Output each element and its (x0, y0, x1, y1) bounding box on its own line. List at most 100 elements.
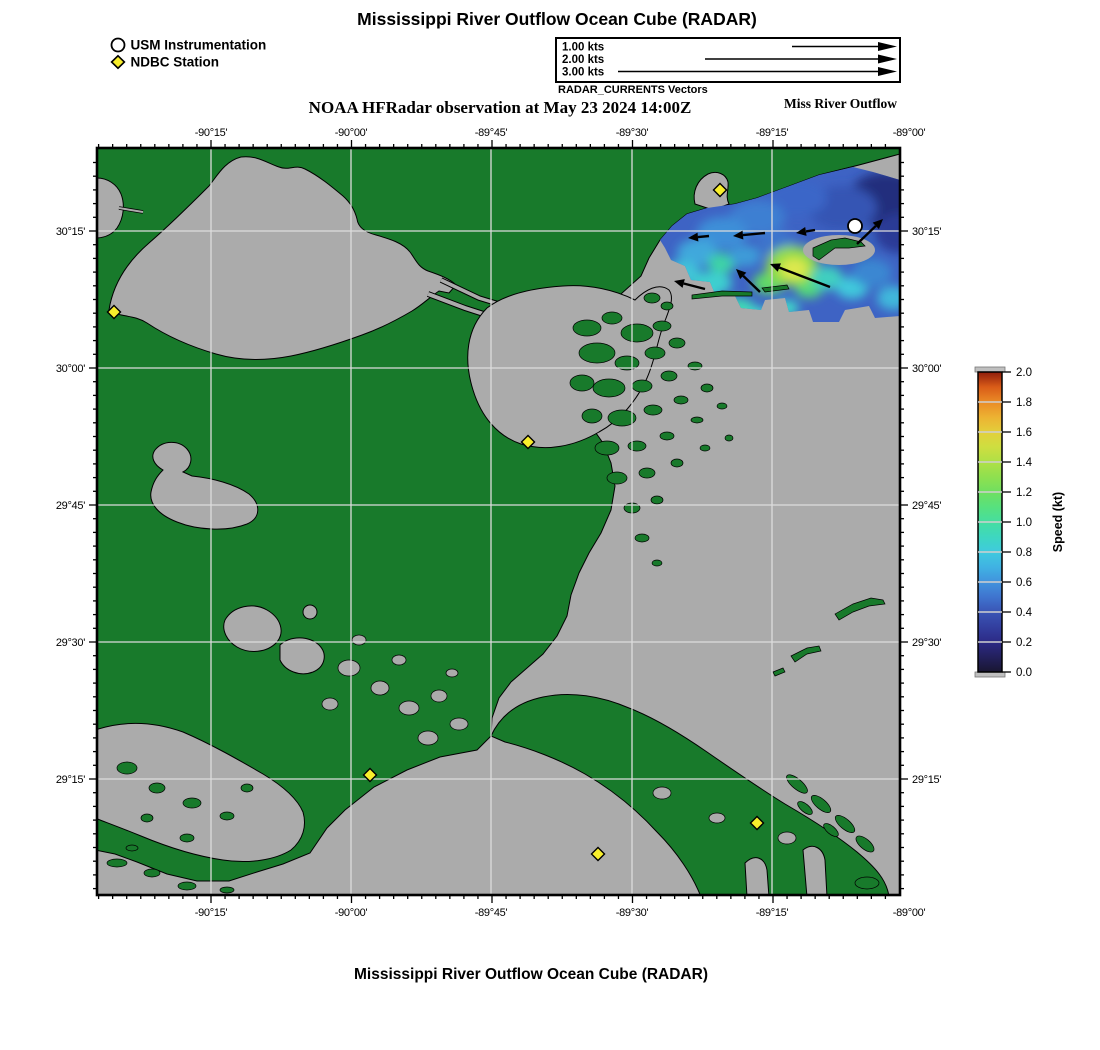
lat-label-left: 30°15' (56, 226, 85, 238)
ndbc-diamond-icon (110, 54, 126, 70)
page-title: Mississippi River Outflow Ocean Cube (RA… (357, 9, 757, 29)
delta-bay-notch (802, 845, 828, 895)
colorbar-tick-label: 0.0 (1016, 667, 1032, 679)
lat-label-left: 30°00' (56, 363, 85, 375)
axis-ticks (89, 140, 908, 903)
colorbar-tick-label: 2.0 (1016, 367, 1032, 379)
colorbar-tick-label: 0.8 (1016, 547, 1032, 559)
current-vector-head (688, 232, 699, 242)
vector-scale-caption: RADAR_CURRENTS Vectors (558, 84, 708, 96)
pond (302, 604, 318, 620)
bay-st-louis (693, 171, 730, 211)
lat-label-left: 29°30' (56, 637, 85, 649)
barataria-islands (116, 761, 254, 843)
delta-pond (708, 812, 726, 824)
lon-label-top: -89°15' (756, 127, 789, 139)
ndbc-station-marker (362, 767, 378, 783)
map: -90°15' -90°15' -90°00' -90°00' -89°45' -89°4… (56, 127, 942, 919)
delta-pond (777, 831, 797, 845)
legend-ndbc-label: NDBC Station (131, 55, 220, 70)
usm-station-marker (847, 218, 863, 234)
vector-scale-frame (555, 37, 901, 83)
current-vector-head (736, 269, 747, 280)
marsh-ponds (321, 634, 469, 746)
lat-label-right: 29°15' (912, 774, 941, 786)
lat-label-right: 30°00' (912, 363, 941, 375)
colorbar-tick-label: 1.2 (1016, 487, 1032, 499)
lon-label-top: -89°30' (616, 127, 649, 139)
lon-label-top: -90°00' (335, 127, 368, 139)
corner-note: Miss River Outflow (784, 96, 897, 111)
bottom-caption: Mississippi River Outflow Ocean Cube (RA… (354, 966, 708, 983)
current-vector-head (796, 226, 807, 236)
lat-label-left: 29°45' (56, 500, 85, 512)
lake-borgne (467, 285, 672, 449)
lon-label-bottom: -89°00' (893, 907, 926, 919)
ndbc-station-marker (712, 182, 728, 198)
barataria-bay (97, 723, 305, 863)
usm-circle-icon (110, 37, 126, 53)
legend: USM Instrumentation NDBC Station (110, 37, 267, 70)
current-vector-shaft (742, 275, 761, 293)
lon-label-top: -90°15' (195, 127, 228, 139)
colorbar-tick-label: 1.8 (1016, 397, 1032, 409)
colorbar-tick-label: 0.2 (1016, 637, 1032, 649)
current-vector-shaft (856, 225, 877, 245)
vector-scale-arrowhead (878, 42, 897, 51)
cat-island (812, 237, 866, 261)
vector-scale-label: 2.00 kts (562, 54, 604, 66)
lat-label-right: 29°30' (912, 637, 941, 649)
map-frame (95, 146, 902, 897)
axis-labels: -90°15' -90°15' -90°00' -90°00' -89°45' -89°4… (56, 127, 942, 919)
current-vector-head (872, 219, 883, 230)
current-vector-shaft (778, 266, 831, 289)
ndbc-station-marker (590, 846, 606, 862)
islands (106, 237, 890, 895)
vector-scale-label: 3.00 kts (562, 67, 604, 79)
vector-scale-label: 1.00 kts (562, 42, 604, 54)
legend-usm-label: USM Instrumentation (131, 38, 267, 53)
ndbc-station-marker (520, 434, 536, 450)
lat-label-right: 30°15' (912, 226, 941, 238)
current-vectors (674, 219, 883, 293)
current-vector-shaft (805, 228, 816, 233)
chandeleur-islands (772, 597, 886, 677)
corner-marsh-islands (106, 844, 235, 894)
vector-scale-arrowhead (878, 54, 897, 64)
lon-label-top: -89°45' (475, 127, 508, 139)
delta-bay-notch (744, 857, 770, 895)
bay-pocket (279, 637, 325, 675)
colorbar-tick-label: 1.0 (1016, 517, 1032, 529)
current-vector-shaft (683, 282, 706, 291)
current-vector-head (770, 263, 781, 272)
lon-label-bottom: -89°45' (475, 907, 508, 919)
pass-manchac-channel (118, 207, 144, 213)
lake-pontchartrain (108, 156, 457, 361)
observation-subtitle: NOAA HFRadar observation at May 23 2024 … (309, 98, 692, 117)
lon-label-bottom: -89°30' (616, 907, 649, 919)
station-markers (106, 182, 863, 862)
graticule (97, 148, 900, 895)
vector-scale-arrowhead (878, 67, 897, 76)
current-vector-head (733, 230, 744, 240)
lat-label-left: 29°15' (56, 774, 85, 786)
delta-pond (652, 786, 672, 800)
current-vector-shaft (742, 231, 766, 237)
lake-salvador (150, 441, 259, 530)
colorbar-tick-label: 1.4 (1016, 457, 1033, 469)
mississippi-delta-land (490, 693, 890, 895)
delta-fringe (786, 774, 880, 890)
colorbar-tick-label: 0.4 (1016, 607, 1033, 619)
map-layers (97, 148, 900, 895)
current-vector-shaft (697, 234, 710, 239)
colorbar: 0.0 0.2 0.4 0.6 0.8 1.0 1.2 1.4 1.6 1.8 2.0 Speed … (974, 366, 1065, 679)
colorbar-ticks: 0.0 0.2 0.4 0.6 0.8 1.0 1.2 1.4 1.6 1.8 2.0 (978, 367, 1033, 679)
colorbar-tick-label: 1.6 (1016, 427, 1032, 439)
lat-label-right: 29°45' (912, 500, 941, 512)
lon-label-top: -89°00' (893, 127, 926, 139)
barrier-islands (691, 284, 790, 300)
